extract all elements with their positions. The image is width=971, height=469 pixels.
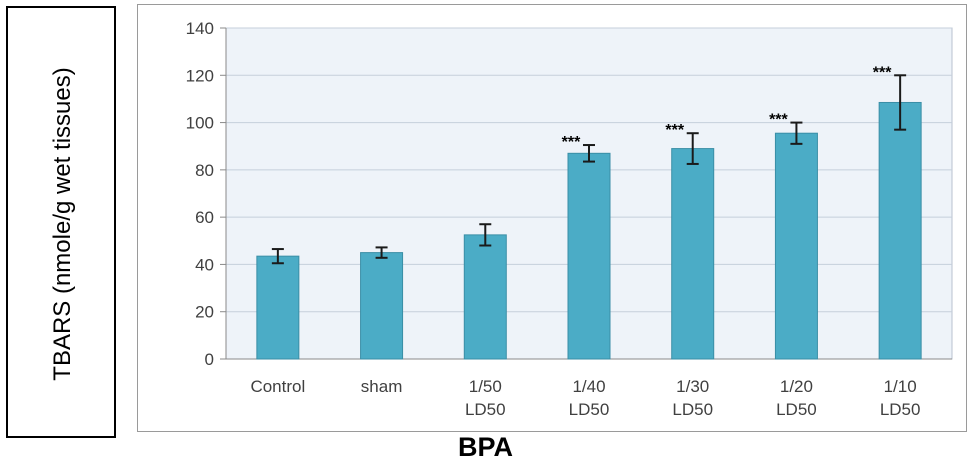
bar	[360, 252, 404, 360]
bar	[256, 255, 300, 360]
bar	[774, 132, 818, 360]
y-tick-label: 0	[205, 350, 214, 369]
bar	[878, 101, 922, 360]
y-axis-label-box: TBARS (nmole/g wet tissues)	[6, 6, 116, 438]
x-tick-label: 1/40	[572, 377, 605, 396]
x-tick-label: 1/10	[884, 377, 917, 396]
y-tick-label: 20	[195, 303, 214, 322]
y-tick-label: 80	[195, 161, 214, 180]
x-tick-label: LD50	[569, 400, 610, 419]
bar	[567, 152, 611, 360]
x-tick-label: LD50	[880, 400, 921, 419]
x-tick-label: LD50	[465, 400, 506, 419]
significance-marker: ***	[562, 134, 581, 151]
y-tick-label: 140	[186, 19, 214, 38]
significance-marker: ***	[769, 112, 788, 129]
x-tick-label: 1/50	[469, 377, 502, 396]
y-tick-label: 40	[195, 255, 214, 274]
bar	[463, 234, 507, 360]
y-tick-label: 100	[186, 114, 214, 133]
x-axis-label: BPA	[457, 432, 513, 462]
x-tick-label: 1/30	[676, 377, 709, 396]
x-tick-label: LD50	[672, 400, 713, 419]
bar	[671, 148, 715, 360]
y-tick-label: 120	[186, 66, 214, 85]
significance-marker: ***	[665, 122, 684, 139]
x-tick-label: LD50	[776, 400, 817, 419]
y-tick-label: 60	[195, 208, 214, 227]
x-tick-label: sham	[361, 377, 403, 396]
x-tick-label: 1/20	[780, 377, 813, 396]
x-tick-label: Control	[250, 377, 305, 396]
significance-marker: ***	[873, 64, 892, 81]
